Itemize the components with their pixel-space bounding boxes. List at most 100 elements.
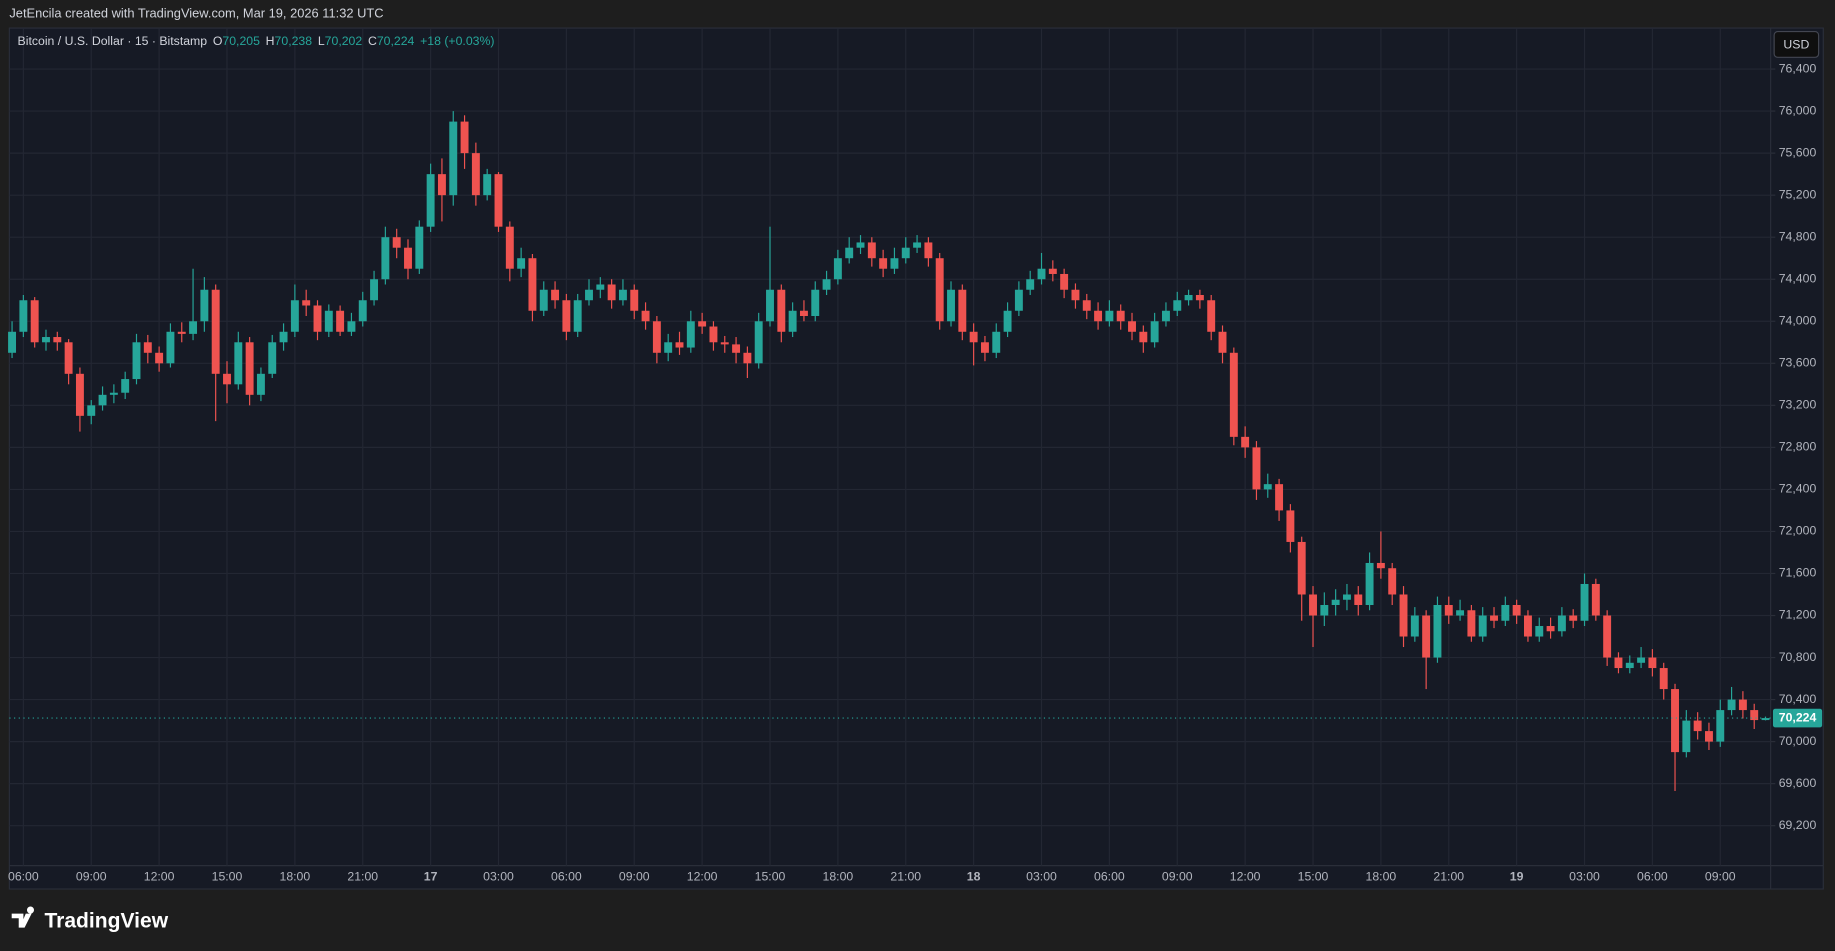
last-price-tag <box>1772 708 1823 728</box>
x-tick-label: 21:00 <box>890 870 921 884</box>
candle-body <box>1557 615 1566 632</box>
x-tick-label: 09:00 <box>619 870 650 884</box>
candle-body <box>505 226 514 269</box>
candle-body <box>1060 273 1069 290</box>
currency-label[interactable]: USD <box>1783 37 1809 51</box>
candle-body <box>799 310 808 317</box>
candle-body <box>1252 447 1261 490</box>
candle-body <box>1297 541 1306 595</box>
candle-body <box>1490 615 1498 621</box>
x-tick-label: 03:00 <box>483 870 514 884</box>
candle-body <box>901 247 910 259</box>
candle-body <box>1682 720 1691 753</box>
candle-body <box>743 352 752 364</box>
x-tick-label: 18:00 <box>823 870 854 884</box>
legend-symbol: Bitcoin / U.S. Dollar · 15 · Bitstamp <box>18 34 208 48</box>
logo: TradingView <box>11 906 169 932</box>
candle-body <box>121 379 130 393</box>
candle-body <box>1591 583 1600 616</box>
last-price-label: 70,224 <box>1779 710 1817 724</box>
candle-body <box>1342 594 1351 600</box>
candle-body <box>189 321 198 334</box>
candle-body <box>879 258 888 269</box>
x-tick-label: 18:00 <box>1366 870 1397 884</box>
candle-body <box>42 337 50 343</box>
grid <box>9 28 1771 866</box>
legend: Bitcoin / U.S. Dollar · 15 · Bitstamp O7… <box>18 34 495 48</box>
candle-body <box>1569 615 1578 621</box>
candle-body <box>1535 626 1544 637</box>
y-tick-label: 71,200 <box>1779 608 1817 622</box>
candle-body <box>1738 699 1747 711</box>
candle-body <box>1705 731 1713 742</box>
candle-body <box>1603 615 1612 658</box>
x-tick-label: 09:00 <box>76 870 107 884</box>
candle-body <box>30 300 39 343</box>
candle-body <box>1422 615 1431 658</box>
candle-body <box>1071 289 1080 301</box>
candle-body <box>992 331 1001 353</box>
candle-body <box>732 344 741 353</box>
candle-body <box>1207 300 1216 332</box>
candle-body <box>460 121 469 154</box>
y-tick-label: 75,600 <box>1779 145 1817 159</box>
candle-body <box>675 342 684 348</box>
x-tick-label: 12:00 <box>1230 870 1261 884</box>
legend-label: H <box>266 34 275 48</box>
y-tick-label: 72,000 <box>1779 524 1817 538</box>
candle-body <box>109 392 118 395</box>
x-tick-label: 03:00 <box>1026 870 1057 884</box>
candle-body <box>1105 310 1114 322</box>
candle-body <box>132 342 141 380</box>
candle-body <box>980 342 989 353</box>
candle-body <box>53 337 62 343</box>
brand: TradingView <box>44 909 168 932</box>
candle-body <box>528 258 537 311</box>
candle-body <box>585 289 593 301</box>
candle-body <box>867 242 876 259</box>
candle-body <box>302 300 311 306</box>
x-tick-label: 15:00 <box>212 870 243 884</box>
candle-body <box>1354 594 1363 605</box>
candle-body <box>641 310 650 322</box>
candle-body <box>1512 604 1521 616</box>
x-tick-label: 15:00 <box>755 870 786 884</box>
candle-body <box>856 242 865 248</box>
y-tick-label: 76,400 <box>1779 61 1817 75</box>
candle-body <box>166 331 175 364</box>
y-tick-label: 73,600 <box>1779 356 1817 370</box>
candle-body <box>75 373 84 416</box>
candle-body <box>1161 310 1170 322</box>
candle-body <box>947 289 955 322</box>
y-tick-label: 74,400 <box>1779 271 1817 285</box>
candle-body <box>1263 484 1272 490</box>
legend-value: 70,202 <box>325 34 363 48</box>
candle-body <box>1659 668 1668 690</box>
candle-body <box>1048 268 1057 274</box>
candle-body <box>754 321 763 364</box>
candle-body <box>245 342 254 395</box>
x-tick-label: 17 <box>424 870 438 884</box>
x-tick-label: 19 <box>1510 870 1524 884</box>
y-tick-label: 73,200 <box>1779 398 1817 412</box>
candle-body <box>336 310 345 332</box>
x-tick-label: 06:00 <box>1094 870 1125 884</box>
candle-body <box>709 326 718 343</box>
candle-body <box>1116 310 1125 322</box>
y-tick-label: 76,000 <box>1779 103 1817 117</box>
x-tick-label: 09:00 <box>1705 870 1736 884</box>
candle-body <box>1388 568 1397 595</box>
candle-body <box>1433 604 1442 658</box>
legend-value: 70,238 <box>275 34 313 48</box>
candle-body <box>404 247 412 269</box>
candle-body <box>1750 710 1759 721</box>
candle-body <box>1625 662 1634 669</box>
candle-body <box>1003 310 1012 332</box>
currency-button[interactable] <box>1773 30 1820 58</box>
candle-body <box>392 237 401 248</box>
candle-body <box>1184 294 1193 301</box>
candle-body <box>279 331 288 343</box>
candle-body <box>1467 610 1476 637</box>
candle-body <box>347 321 356 332</box>
